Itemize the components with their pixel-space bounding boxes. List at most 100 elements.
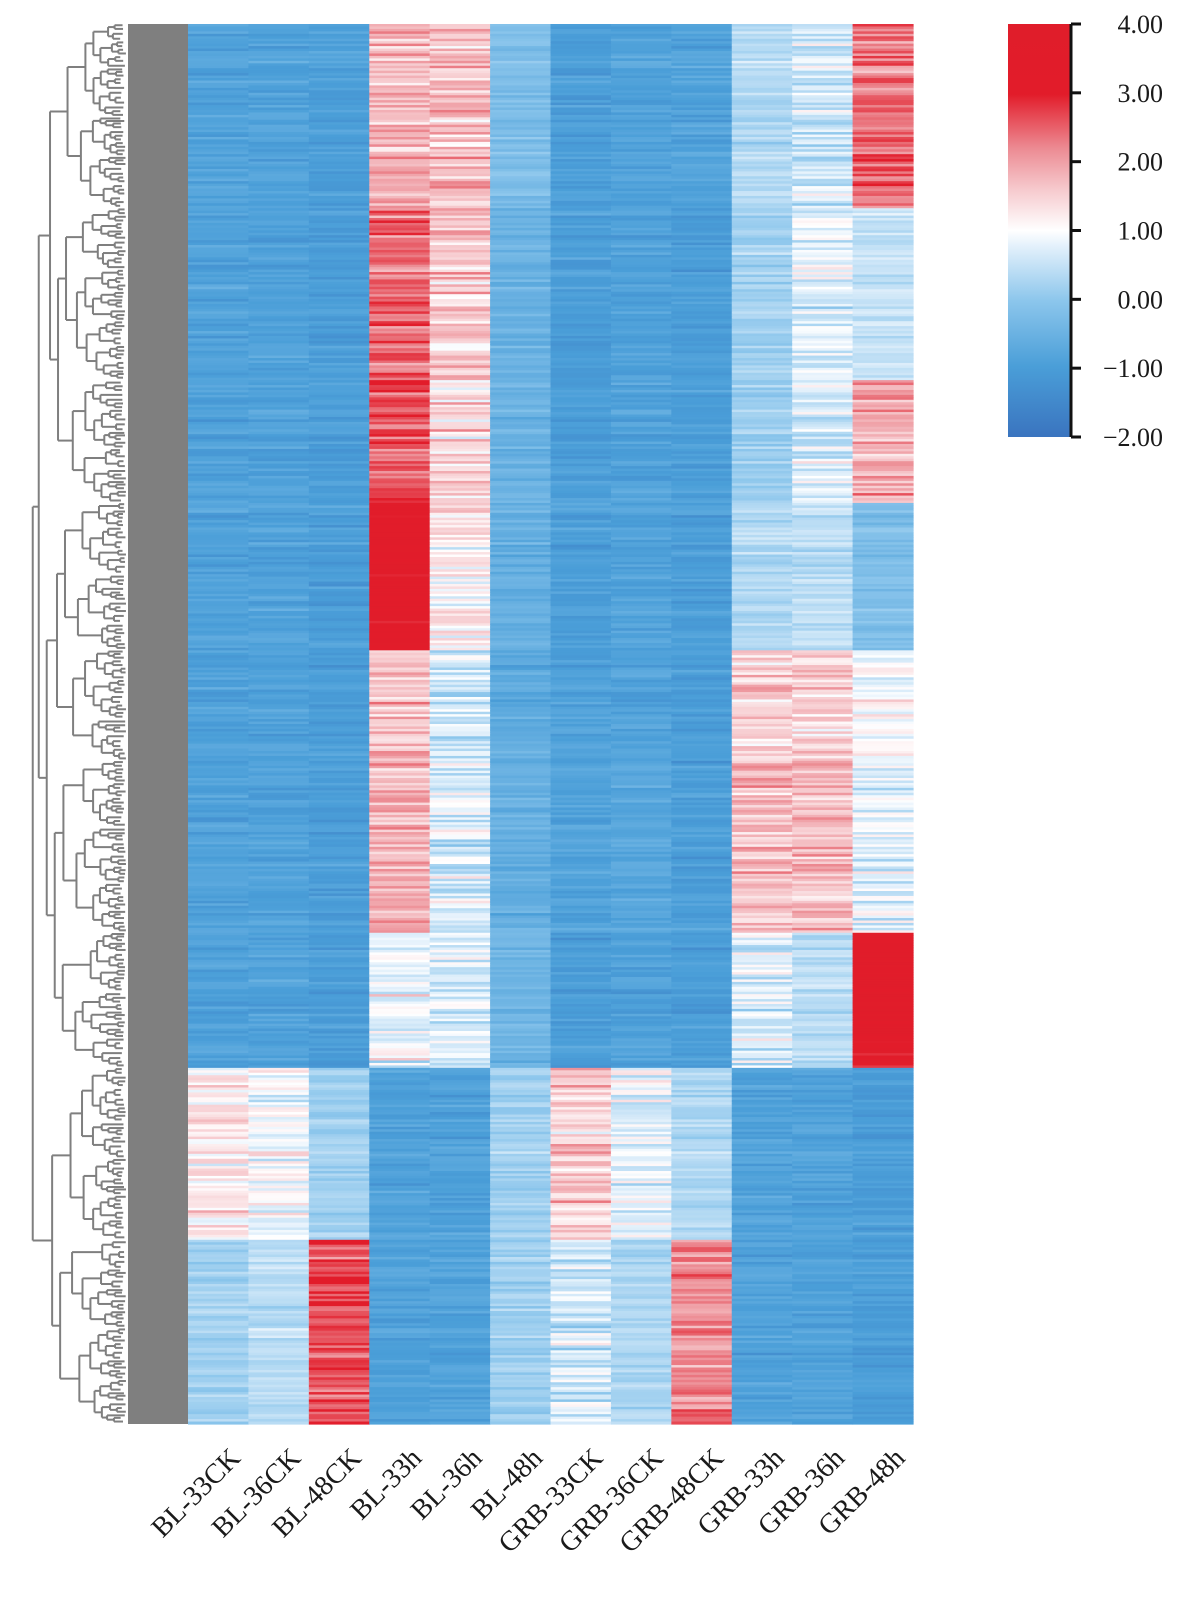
heatmap-cell: [369, 566, 431, 570]
heatmap-cell: [308, 719, 370, 723]
heatmap-cell: [852, 188, 914, 192]
heatmap-cell: [369, 124, 431, 128]
heatmap-cell: [248, 220, 310, 224]
heatmap-cell: [550, 542, 612, 546]
heatmap-cell: [610, 43, 672, 47]
heatmap-cell: [731, 171, 793, 175]
heatmap-cell: [550, 760, 612, 764]
heatmap-cell: [248, 183, 310, 187]
heatmap-cell: [610, 660, 672, 664]
heatmap-cell: [792, 512, 854, 516]
heatmap-cell: [490, 527, 552, 531]
heatmap-cell: [308, 512, 370, 516]
heatmap-cell: [610, 242, 672, 246]
heatmap-cell: [852, 809, 914, 814]
heatmap-cell: [188, 458, 250, 462]
heatmap-cell: [610, 780, 672, 784]
heatmap-cell: [429, 601, 491, 605]
heatmap-cell: [429, 232, 491, 236]
heatmap-cell: [731, 286, 793, 290]
heatmap-cell: [248, 213, 310, 217]
heatmap-cell: [490, 819, 552, 823]
heatmap-cell: [671, 731, 733, 735]
heatmap-cell: [369, 520, 431, 524]
heatmap-cell: [852, 434, 914, 438]
heatmap-cell: [852, 736, 914, 740]
heatmap-cell: [490, 286, 552, 290]
heatmap-cell: [550, 97, 612, 101]
heatmap-cell: [731, 682, 793, 686]
heatmap-cell: [671, 281, 733, 285]
heatmap-cell: [852, 132, 914, 136]
heatmap-cell: [610, 203, 672, 207]
heatmap-cell: [731, 73, 793, 77]
heatmap-cell: [248, 161, 310, 165]
heatmap-cell: [188, 385, 250, 389]
heatmap-cell: [550, 358, 612, 362]
heatmap-cell: [671, 699, 733, 703]
heatmap-cell: [550, 178, 612, 182]
heatmap-cell: [550, 667, 612, 671]
heatmap-cell: [308, 237, 370, 241]
heatmap-cell: [369, 669, 431, 674]
heatmap-cell: [490, 802, 552, 806]
heatmap-cell: [490, 65, 552, 69]
heatmap-cell: [429, 633, 491, 637]
heatmap-cell: [792, 736, 854, 740]
heatmap-cell: [308, 787, 370, 791]
heatmap-cell: [490, 502, 552, 507]
heatmap-cell: [550, 109, 612, 114]
heatmap-cell: [610, 272, 672, 276]
heatmap-cell: [188, 598, 250, 602]
heatmap-cell: [188, 304, 250, 308]
heatmap-cell: [671, 232, 733, 236]
heatmap-cell: [731, 623, 793, 627]
heatmap-cell: [490, 340, 552, 344]
heatmap-cell: [429, 507, 491, 511]
heatmap-cell: [369, 424, 431, 428]
heatmap-cell: [610, 736, 672, 740]
heatmap-cell: [671, 392, 733, 396]
heatmap-cell: [369, 706, 431, 710]
heatmap-cell: [792, 574, 854, 578]
heatmap-cell: [490, 43, 552, 47]
heatmap-cell: [792, 701, 854, 705]
heatmap-cell: [550, 716, 612, 720]
heatmap-cell: [792, 468, 854, 472]
heatmap-cell: [490, 598, 552, 602]
heatmap-cell: [550, 480, 612, 484]
heatmap-cell: [792, 191, 854, 195]
heatmap-cell: [429, 87, 491, 91]
heatmap-cell: [248, 58, 310, 62]
heatmap-cell: [490, 200, 552, 204]
heatmap-cell: [731, 215, 793, 219]
heatmap-cell: [188, 156, 250, 160]
heatmap-cell: [731, 736, 793, 740]
heatmap-cell: [610, 556, 672, 561]
heatmap-cell: [188, 726, 250, 730]
heatmap-cell: [610, 699, 672, 703]
heatmap-cell: [369, 792, 431, 796]
heatmap-cell: [731, 628, 793, 632]
heatmap-cell: [731, 318, 793, 322]
heatmap-cell: [610, 176, 672, 180]
heatmap-cell: [792, 674, 854, 678]
heatmap-cell: [731, 802, 793, 806]
heatmap-cell: [792, 294, 854, 298]
heatmap-cell: [369, 404, 431, 408]
heatmap-cell: [550, 797, 612, 801]
heatmap-cell: [550, 281, 612, 285]
heatmap-cell: [369, 161, 431, 165]
heatmap-cell: [731, 711, 793, 715]
heatmap-cell: [792, 439, 854, 443]
heatmap-cell: [369, 468, 431, 472]
heatmap-cell: [852, 301, 914, 305]
heatmap-cell: [248, 389, 310, 394]
heatmap-cell: [248, 785, 310, 789]
heatmap-cell: [188, 694, 250, 698]
heatmap-cell: [671, 606, 733, 610]
heatmap-cell: [490, 498, 552, 502]
heatmap-cell: [308, 581, 370, 585]
heatmap-cell: [369, 127, 431, 131]
heatmap-cell: [490, 276, 552, 281]
